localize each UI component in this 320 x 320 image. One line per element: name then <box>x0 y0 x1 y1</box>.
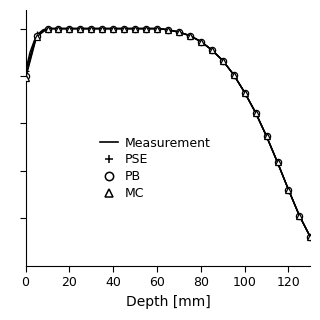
Legend: Measurement, PSE, PB, MC: Measurement, PSE, PB, MC <box>94 132 215 205</box>
X-axis label: Depth [mm]: Depth [mm] <box>126 295 210 308</box>
